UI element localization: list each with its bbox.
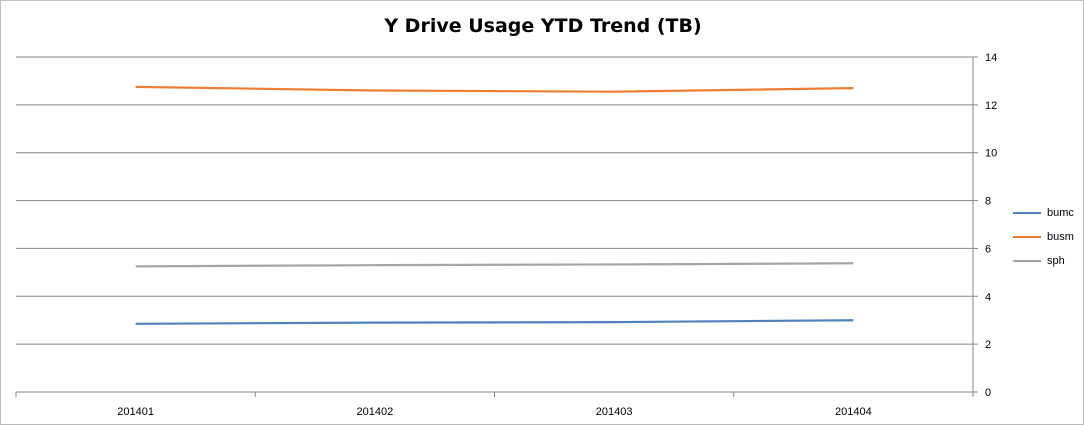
legend-label: sph xyxy=(1047,255,1065,267)
series-line-sph xyxy=(135,262,854,268)
y-tick-label: 10 xyxy=(985,148,997,160)
series-line-busm xyxy=(135,85,854,93)
legend-item-sph: sph xyxy=(1013,249,1074,273)
legend-swatch xyxy=(1013,260,1041,262)
y-tick-label: 12 xyxy=(985,100,997,112)
chart-legend: bumc busm sph xyxy=(1013,201,1074,273)
y-tick-label: 6 xyxy=(985,243,991,255)
series-line-bumc xyxy=(135,319,854,325)
chart-title: Y Drive Usage YTD Trend (TB) xyxy=(384,15,702,37)
y-tick-label: 0 xyxy=(985,387,991,399)
y-tick-label: 2 xyxy=(985,339,991,351)
legend-label: busm xyxy=(1047,231,1074,243)
legend-swatch xyxy=(1013,212,1041,214)
legend-label: bumc xyxy=(1047,207,1074,219)
x-tick-label: 201403 xyxy=(596,406,633,418)
y-tick-label: 4 xyxy=(985,291,991,303)
x-tick-label: 201404 xyxy=(835,406,872,418)
legend-swatch xyxy=(1013,236,1041,238)
x-tick-label: 201402 xyxy=(357,406,394,418)
y-tick-label: 8 xyxy=(985,196,991,208)
legend-item-bumc: bumc xyxy=(1013,201,1074,225)
x-tick-label: 201401 xyxy=(117,406,154,418)
legend-item-busm: busm xyxy=(1013,225,1074,249)
y-tick-label: 14 xyxy=(985,52,997,64)
